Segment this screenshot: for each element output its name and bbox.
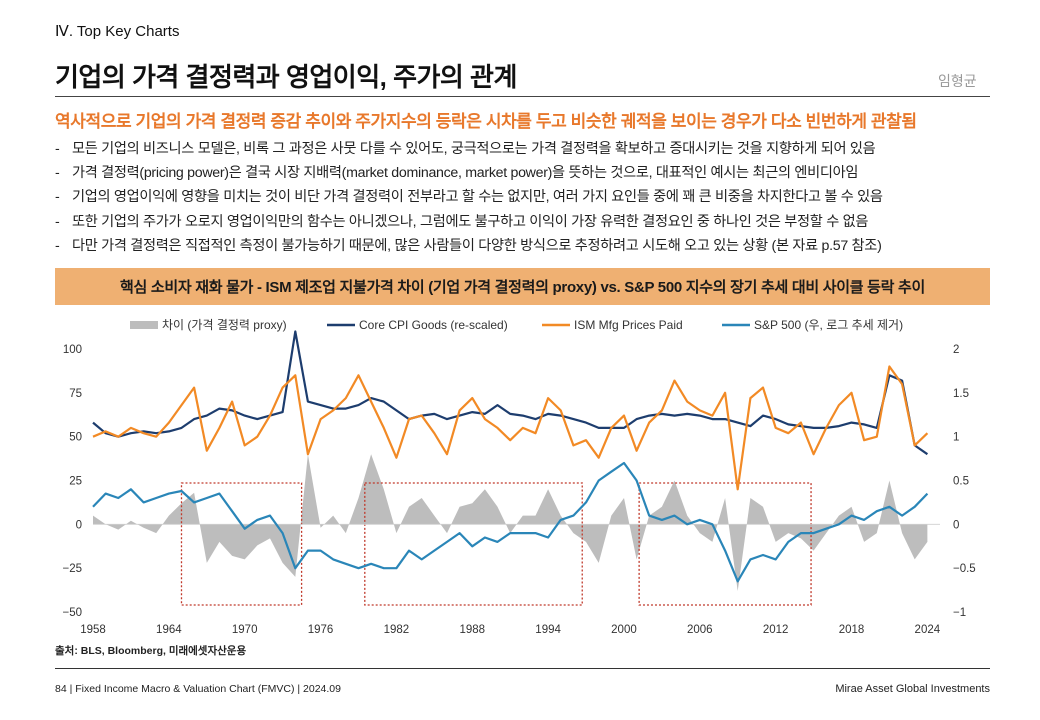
legend-label: S&P 500 (우, 로그 추세 제거) xyxy=(754,318,903,332)
footer-page-info: 84 | Fixed Income Macro & Valuation Char… xyxy=(55,683,341,695)
left-axis-tick-label: −50 xyxy=(62,607,82,619)
author-name: 임형균 xyxy=(938,71,977,91)
chart-title-banner: 핵심 소비자 재화 물가 - ISM 제조업 지불가격 차이 (기업 가격 결정… xyxy=(55,268,990,305)
x-axis-tick-label: 1988 xyxy=(459,624,485,636)
bullet-item: - 또한 기업의 주가가 오로지 영업이익만의 함수는 아니겠으나, 그럼에도 불… xyxy=(55,210,883,234)
x-axis-tick-label: 1976 xyxy=(308,624,334,636)
x-axis-tick-label: 2018 xyxy=(839,624,865,636)
x-axis-tick-label: 1964 xyxy=(156,624,182,636)
bullet-item: - 가격 결정력(pricing power)은 결국 시장 지배력(market… xyxy=(55,161,883,185)
bullet-marker: - xyxy=(55,161,72,185)
left-axis-tick-label: 100 xyxy=(63,344,82,356)
x-axis-tick-label: 1970 xyxy=(232,624,258,636)
left-axis-tick-label: 75 xyxy=(69,388,82,400)
right-axis-tick-label: −1 xyxy=(953,607,966,619)
right-axis-tick-label: −0.5 xyxy=(953,563,976,575)
footer-divider xyxy=(55,668,990,669)
right-axis-tick-label: 2 xyxy=(953,344,959,356)
right-axis-tick-label: 0 xyxy=(953,519,959,531)
left-axis-tick-label: 0 xyxy=(76,519,82,531)
bullet-text: 다만 가격 결정력은 직접적인 측정이 불가능하기 때문에, 많은 사람들이 다… xyxy=(72,238,882,254)
bullet-item: - 모든 기업의 비즈니스 모델은, 비록 그 과정은 사뭇 다를 수 있어도, … xyxy=(55,137,883,161)
bullet-marker: - xyxy=(55,185,72,209)
right-axis-tick-label: 1.5 xyxy=(953,388,969,400)
x-axis-tick-label: 2000 xyxy=(611,624,637,636)
x-axis-tick-label: 2012 xyxy=(763,624,789,636)
headline: 역사적으로 기업의 가격 결정력 증감 추이와 주가지수의 등락은 시차를 두고… xyxy=(55,107,917,132)
left-axis-tick-label: −25 xyxy=(62,563,82,575)
section-label: Ⅳ. Top Key Charts xyxy=(55,22,179,40)
line-series-sp500 xyxy=(93,463,927,581)
x-axis-tick-label: 2024 xyxy=(915,624,941,636)
bullet-text: 또한 기업의 주가가 오로지 영업이익만의 함수는 아니겠으나, 그럼에도 불구… xyxy=(72,214,868,230)
line-series-ism-prices-paid xyxy=(93,367,927,490)
bullet-marker: - xyxy=(55,234,72,258)
left-axis-tick-label: 25 xyxy=(69,476,82,488)
title-divider xyxy=(55,96,990,97)
chart-svg: 100 75 50 25 0 −25 −50 2 1.5 1 0.5 0 −0.5 −1 1958 1964 1… xyxy=(0,310,1040,640)
area-series-difference xyxy=(93,454,927,591)
bullet-list: - 모든 기업의 비즈니스 모델은, 비록 그 과정은 사뭇 다를 수 있어도, … xyxy=(55,137,883,258)
bullet-text: 가격 결정력(pricing power)은 결국 시장 지배력(market … xyxy=(72,165,858,181)
legend-swatch-difference xyxy=(130,321,158,329)
bullet-text: 모든 기업의 비즈니스 모델은, 비록 그 과정은 사뭇 다를 수 있어도, 궁… xyxy=(72,141,875,157)
bullet-item: - 기업의 영업이익에 영향을 미치는 것이 비단 가격 결정력이 전부라고 할 … xyxy=(55,185,883,209)
bullet-marker: - xyxy=(55,210,72,234)
line-series-core-cpi-goods xyxy=(93,332,927,455)
legend-label: 차이 (가격 결정력 proxy) xyxy=(162,318,287,332)
x-axis-tick-label: 1982 xyxy=(384,624,410,636)
x-axis-tick-label: 1994 xyxy=(535,624,561,636)
page-title: 기업의 가격 결정력과 영업이익, 주가의 관계 xyxy=(55,57,517,94)
bullet-text: 기업의 영업이익에 영향을 미치는 것이 비단 가격 결정력이 전부라고 할 수… xyxy=(72,189,883,205)
footer-company: Mirae Asset Global Investments xyxy=(760,683,990,695)
legend-label: Core CPI Goods (re-scaled) xyxy=(359,318,508,332)
x-axis-tick-label: 2006 xyxy=(687,624,713,636)
right-axis-tick-label: 1 xyxy=(953,432,959,444)
x-axis-tick-label: 1958 xyxy=(80,624,106,636)
left-axis-tick-label: 50 xyxy=(69,432,82,444)
right-axis-tick-label: 0.5 xyxy=(953,476,969,488)
legend-label: ISM Mfg Prices Paid xyxy=(574,318,683,332)
bullet-item: - 다만 가격 결정력은 직접적인 측정이 불가능하기 때문에, 많은 사람들이 … xyxy=(55,234,883,258)
source-note: 출처: BLS, Bloomberg, 미래에셋자산운용 xyxy=(55,643,246,658)
bullet-marker: - xyxy=(55,137,72,161)
